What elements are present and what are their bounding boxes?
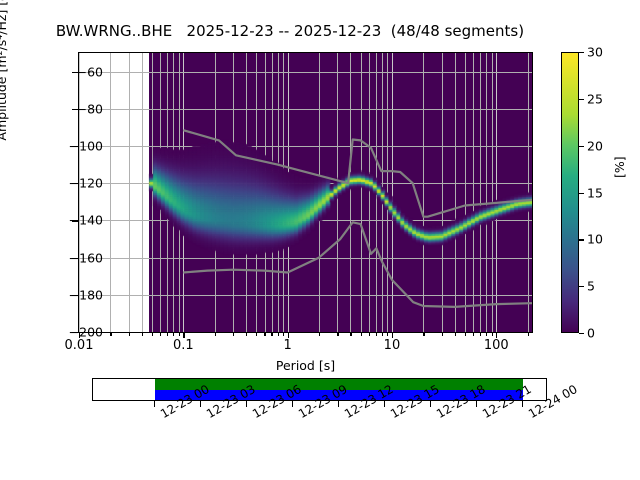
plot-clip (79, 53, 532, 332)
colorbar-tick-mark (579, 286, 584, 288)
y-tick-label: −120 (68, 175, 103, 191)
y-tick-mark (72, 332, 78, 334)
y-tick-mark (72, 183, 78, 185)
x-tick-mark-minor (375, 333, 377, 336)
x-tick-mark-minor (319, 333, 321, 336)
coverage-tick-mark (291, 401, 293, 407)
colorbar-tick-mark (579, 52, 584, 54)
colorbar-tick-label: 5 (587, 278, 595, 294)
x-tick-mark-minor (246, 333, 248, 336)
x-axis-label: Period [s] (275, 358, 336, 373)
x-tick-label: 10 (383, 338, 401, 353)
coverage-tick-mark (383, 401, 386, 407)
x-tick-mark-minor (160, 333, 162, 336)
x-tick-mark-minor (486, 333, 488, 336)
x-tick-mark-minor (110, 333, 112, 336)
x-tick-mark-minor (282, 333, 285, 336)
x-tick-mark-minor (527, 333, 529, 336)
x-tick-mark-minor (214, 333, 216, 336)
x-tick-label: 0.01 (64, 338, 94, 353)
y-tick-mark (72, 146, 78, 148)
coverage-data-band (154, 379, 523, 390)
x-tick-mark-minor (480, 333, 482, 336)
y-tick-label: −100 (68, 138, 103, 154)
ppsd-plot-area[interactable] (78, 52, 533, 333)
x-tick-mark-minor (167, 333, 169, 336)
coverage-tick-mark (245, 401, 247, 407)
x-tick-label: 100 (483, 338, 509, 353)
y-tick-mark (72, 71, 78, 73)
page-title: BW.WRNG..BHE 2025-12-23 -- 2025-12-23 (4… (55, 22, 525, 40)
coverage-tick-mark (153, 401, 155, 407)
y-tick-mark (72, 220, 78, 222)
y-tick-label: −80 (76, 101, 103, 117)
x-tick-label: 1 (283, 338, 292, 353)
x-tick-mark-minor (368, 333, 370, 336)
y-tick-label: −180 (68, 287, 103, 303)
x-tick-mark (287, 333, 289, 338)
x-tick-mark (183, 333, 185, 338)
colorbar-tick-label: 25 (587, 91, 603, 107)
colorbar-tick-label: 15 (587, 185, 603, 200)
x-tick-mark-minor (141, 333, 143, 336)
colorbar-tick-label: 10 (587, 231, 603, 247)
y-tick-mark (72, 108, 78, 110)
y-tick-label: −200 (68, 324, 103, 340)
x-tick-mark-minor (264, 333, 266, 336)
x-tick-mark (496, 333, 498, 338)
colorbar-tick-mark (579, 239, 584, 241)
colorbar-tick-mark (579, 192, 584, 194)
y-tick-label: −60 (76, 64, 103, 80)
x-tick-mark-minor (491, 333, 493, 336)
x-tick-mark (391, 333, 394, 338)
coverage-tick-mark (475, 401, 478, 407)
coverage-tick-mark (429, 401, 432, 407)
noise-model-curves (182, 129, 532, 308)
noise-model-nhnm (182, 129, 532, 218)
x-tick-mark-minor (360, 333, 362, 336)
x-tick-mark (79, 333, 81, 338)
coverage-bar[interactable] (92, 378, 547, 401)
y-tick-mark (72, 257, 78, 259)
x-tick-mark-minor (256, 333, 258, 336)
colorbar-label: [%] (612, 156, 627, 178)
x-tick-mark-minor (233, 333, 235, 336)
x-tick-mark-minor (337, 333, 339, 336)
colorbar-tick-label: 30 (587, 44, 603, 60)
colorbar-tick-mark (579, 333, 584, 335)
x-tick-mark-minor (173, 333, 175, 336)
colorbar-tick-mark (579, 145, 584, 147)
x-tick-mark-minor (151, 333, 154, 336)
coverage-tick-mark (337, 401, 340, 407)
x-tick-mark-minor (271, 333, 273, 336)
y-tick-label: −140 (68, 212, 103, 228)
x-tick-mark-minor (464, 333, 467, 336)
colorbar-tick-label: 20 (587, 138, 603, 154)
x-tick-mark-minor (454, 333, 456, 336)
x-tick-mark-minor (473, 333, 475, 336)
colorbar-tick-mark (579, 98, 584, 101)
x-tick-mark-minor (381, 333, 384, 336)
coverage-tick-mark (199, 401, 201, 407)
colorbar-tick-label: 0 (587, 325, 595, 341)
x-tick-mark-minor (178, 333, 180, 336)
y-tick-label: −160 (68, 250, 103, 266)
x-tick-mark-minor (277, 333, 279, 336)
x-tick-mark-minor (423, 333, 425, 336)
coverage-segment-band (154, 389, 523, 400)
x-tick-label: 0.1 (172, 338, 194, 353)
coverage-tick-mark (521, 401, 524, 407)
x-tick-mark-minor (387, 333, 389, 336)
x-tick-mark-minor (350, 333, 352, 336)
colorbar (561, 52, 579, 333)
x-tick-mark-minor (441, 333, 443, 336)
y-axis-label: Amplitude [m²/s⁴/Hz] [dB] (0, 0, 9, 141)
noise-model-nlnm (183, 221, 532, 308)
ppsd-density-histogram (79, 53, 532, 332)
x-tick-mark-minor (128, 333, 130, 336)
y-tick-mark (72, 294, 78, 296)
